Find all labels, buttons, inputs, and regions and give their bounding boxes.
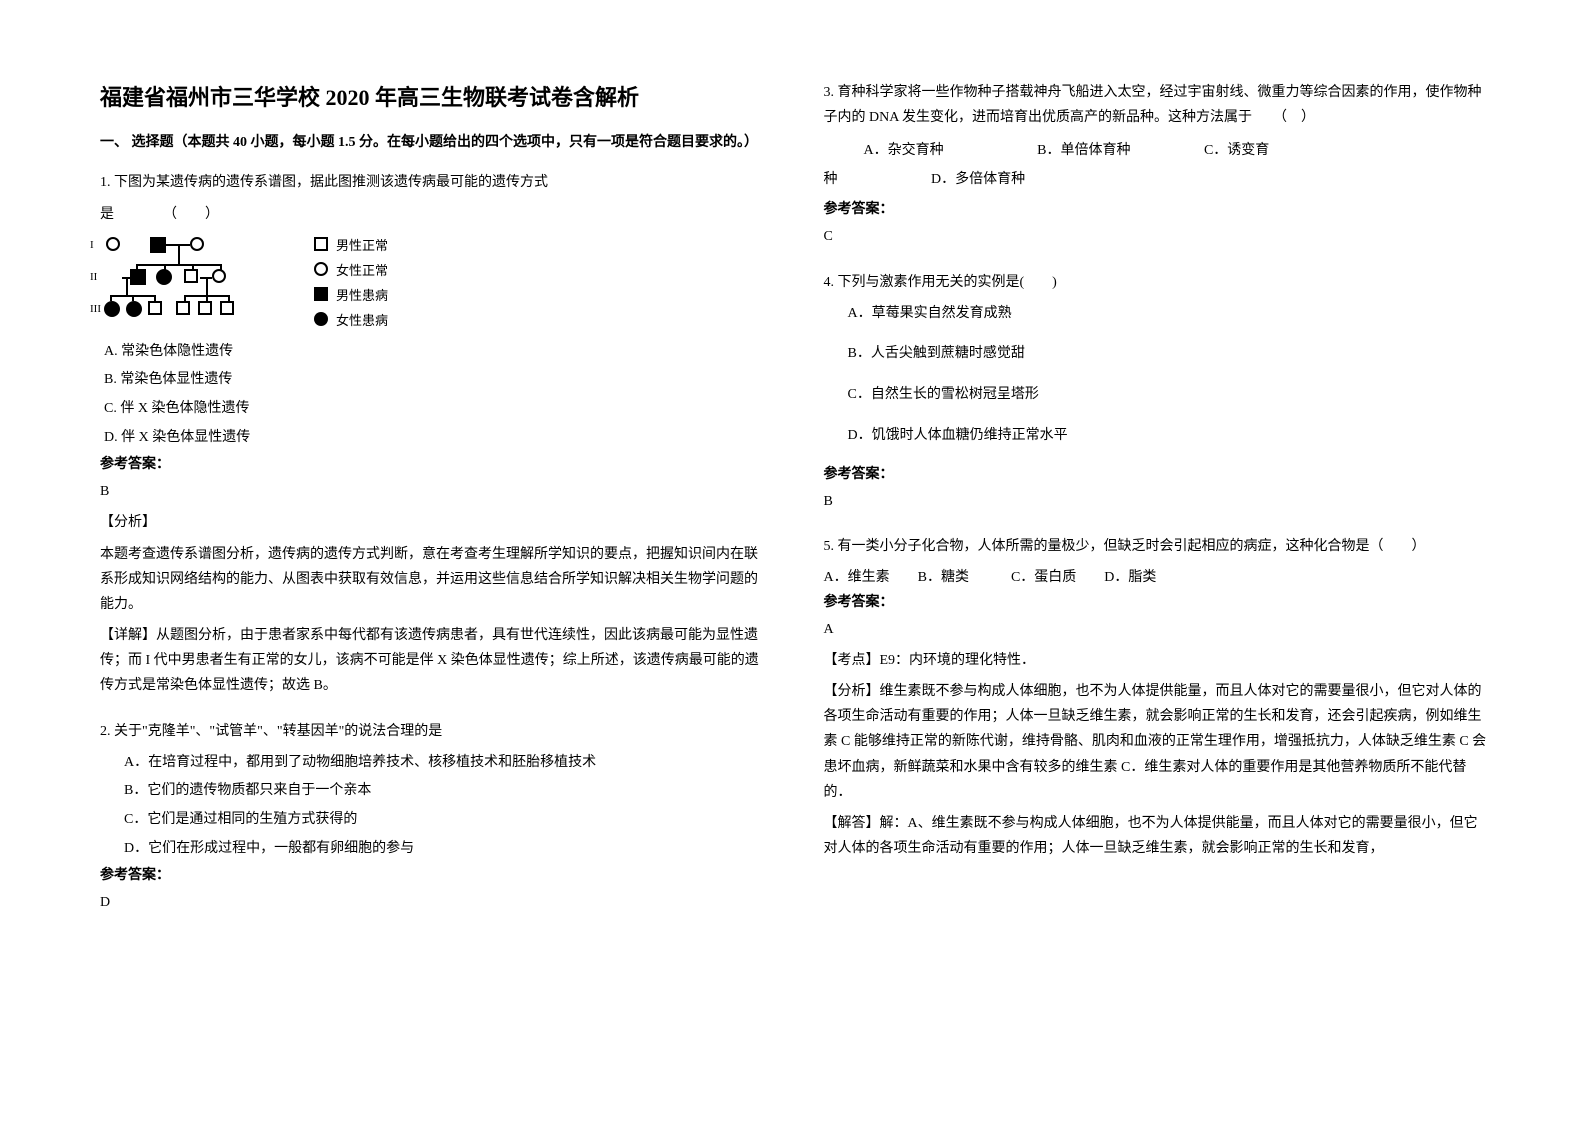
q1-option-a: A. 常染色体隐性遗传 xyxy=(100,339,764,366)
q1-analysis2: 【详解】从题图分析，由于患者家系中每代都有该遗传病患者，具有世代连续性，因此该病… xyxy=(100,623,764,699)
gen3-label: III xyxy=(90,303,101,315)
question-3: 3. 育种科学家将一些作物种子搭载神舟飞船进入太空，经过宇宙射线、微重力等综合因… xyxy=(824,80,1488,256)
q4-option-d: D．饥饿时人体血糖仍维持正常水平 xyxy=(824,423,1488,450)
q1-answer: B xyxy=(100,479,764,504)
q5-analysis3: 【解答】解：A、维生素既不参与构成人体细胞，也不为人体提供能量，而且人体对它的需… xyxy=(824,811,1488,861)
q1-option-b: B. 常染色体显性遗传 xyxy=(100,367,764,394)
q5-options: A．维生素 B．糖类 C．蛋白质 D．脂类 xyxy=(824,565,1488,590)
legend-male-affected: 男性患病 xyxy=(314,285,388,304)
q2-option-c: C．它们是通过相同的生殖方式获得的 xyxy=(100,807,764,834)
q2-option-b: B．它们的遗传物质都只来自于一个亲本 xyxy=(100,778,764,805)
pedigree-legend: 男性正常 女性正常 男性患病 女性患病 xyxy=(314,235,388,329)
q4-answer-label: 参考答案： xyxy=(824,463,1488,483)
question-5: 5. 有一类小分子化合物，人体所需的量极少，但缺乏时会引起相应的病症，这种化合物… xyxy=(824,534,1488,867)
q2-answer: D xyxy=(100,890,764,915)
q2-option-a: A．在培育过程中，都用到了动物细胞培养技术、核移植技术和胚胎移植技术 xyxy=(100,750,764,777)
q1-analysis1: 本题考查遗传系谱图分析，遗传病的遗传方式判断，意在考查考生理解所学知识的要点，把… xyxy=(100,542,764,618)
q3-option-b: B．单倍体育种 xyxy=(1037,143,1130,158)
gen1-label: I xyxy=(90,239,94,251)
q1-answer-label: 参考答案： xyxy=(100,453,764,473)
legend-female-normal: 女性正常 xyxy=(314,260,388,279)
legend-text: 女性正常 xyxy=(336,260,388,279)
question-2: 2. 关于"克隆羊"、"试管羊"、"转基因羊"的说法合理的是 A．在培育过程中，… xyxy=(100,719,764,922)
legend-female-affected: 女性患病 xyxy=(314,310,388,329)
q3-option-a: A．杂交育种 xyxy=(864,143,944,158)
legend-male-normal: 男性正常 xyxy=(314,235,388,254)
q5-analysis2: 【分析】维生素既不参与构成人体细胞，也不为人体提供能量，而且人体对它的需要量很小… xyxy=(824,679,1488,805)
q3-option-d: D．多倍体育种 xyxy=(931,172,1025,187)
q4-option-a: A．草莓果实自然发育成熟 xyxy=(824,301,1488,328)
left-column: 福建省福州市三华学校 2020 年高三生物联考试卷含解析 一、 选择题（本题共 … xyxy=(100,80,764,1082)
q3-text: 3. 育种科学家将一些作物种子搭载神舟飞船进入太空，经过宇宙射线、微重力等综合因… xyxy=(824,80,1488,130)
square-fill-icon xyxy=(314,287,328,301)
q1-text1: 1. 下图为某遗传病的遗传系谱图，据此图推测该遗传病最可能的遗传方式 xyxy=(100,170,764,195)
circle-fill-icon xyxy=(314,312,328,326)
q1-option-d: D. 伴 X 染色体显性遗传 xyxy=(100,425,764,452)
circle-empty-icon xyxy=(314,262,328,276)
pedigree-chart: I II III xyxy=(104,237,284,327)
page-title: 福建省福州市三华学校 2020 年高三生物联考试卷含解析 xyxy=(100,80,764,112)
q3-options-line2: 种 D．多倍体育种 xyxy=(824,167,1488,192)
q1-text2: 是 （ ） xyxy=(100,202,764,227)
square-empty-icon xyxy=(314,237,328,251)
q5-text: 5. 有一类小分子化合物，人体所需的量极少，但缺乏时会引起相应的病症，这种化合物… xyxy=(824,534,1488,559)
q2-option-d: D．它们在形成过程中，一般都有卵细胞的参与 xyxy=(100,836,764,863)
q1-option-c: C. 伴 X 染色体隐性遗传 xyxy=(100,396,764,423)
q2-answer-label: 参考答案： xyxy=(100,864,764,884)
q4-option-c: C．自然生长的雪松树冠呈塔形 xyxy=(824,382,1488,409)
q4-answer: B xyxy=(824,489,1488,514)
q1-analysis-label: 【分析】 xyxy=(100,510,764,535)
q3-option-c: C．诱变育 xyxy=(1204,143,1269,158)
q2-text: 2. 关于"克隆羊"、"试管羊"、"转基因羊"的说法合理的是 xyxy=(100,719,764,744)
right-column: 3. 育种科学家将一些作物种子搭载神舟飞船进入太空，经过宇宙射线、微重力等综合因… xyxy=(824,80,1488,1082)
q4-option-b: B．人舌尖触到蔗糖时感觉甜 xyxy=(824,341,1488,368)
q3-answer-label: 参考答案： xyxy=(824,198,1488,218)
section-header: 一、 选择题（本题共 40 小题，每小题 1.5 分。在每小题给出的四个选项中，… xyxy=(100,132,764,154)
question-1: 1. 下图为某遗传病的遗传系谱图，据此图推测该遗传病最可能的遗传方式 是 （ ）… xyxy=(100,170,764,704)
question-4: 4. 下列与激素作用无关的实例是( ) A．草莓果实自然发育成熟 B．人舌尖触到… xyxy=(824,270,1488,521)
q3-line2-pre: 种 xyxy=(824,172,838,187)
q3-answer: C xyxy=(824,224,1488,249)
q3-options-line1: A．杂交育种 B．单倍体育种 C．诱变育 xyxy=(824,136,1488,167)
q5-answer-label: 参考答案： xyxy=(824,591,1488,611)
q5-analysis1: 【考点】E9：内环境的理化特性． xyxy=(824,648,1488,673)
q5-answer: A xyxy=(824,617,1488,642)
pedigree-diagram: I II III xyxy=(104,235,764,329)
gen2-label: II xyxy=(90,271,97,283)
legend-text: 男性正常 xyxy=(336,235,388,254)
q4-text: 4. 下列与激素作用无关的实例是( ) xyxy=(824,270,1488,295)
legend-text: 女性患病 xyxy=(336,310,388,329)
legend-text: 男性患病 xyxy=(336,285,388,304)
